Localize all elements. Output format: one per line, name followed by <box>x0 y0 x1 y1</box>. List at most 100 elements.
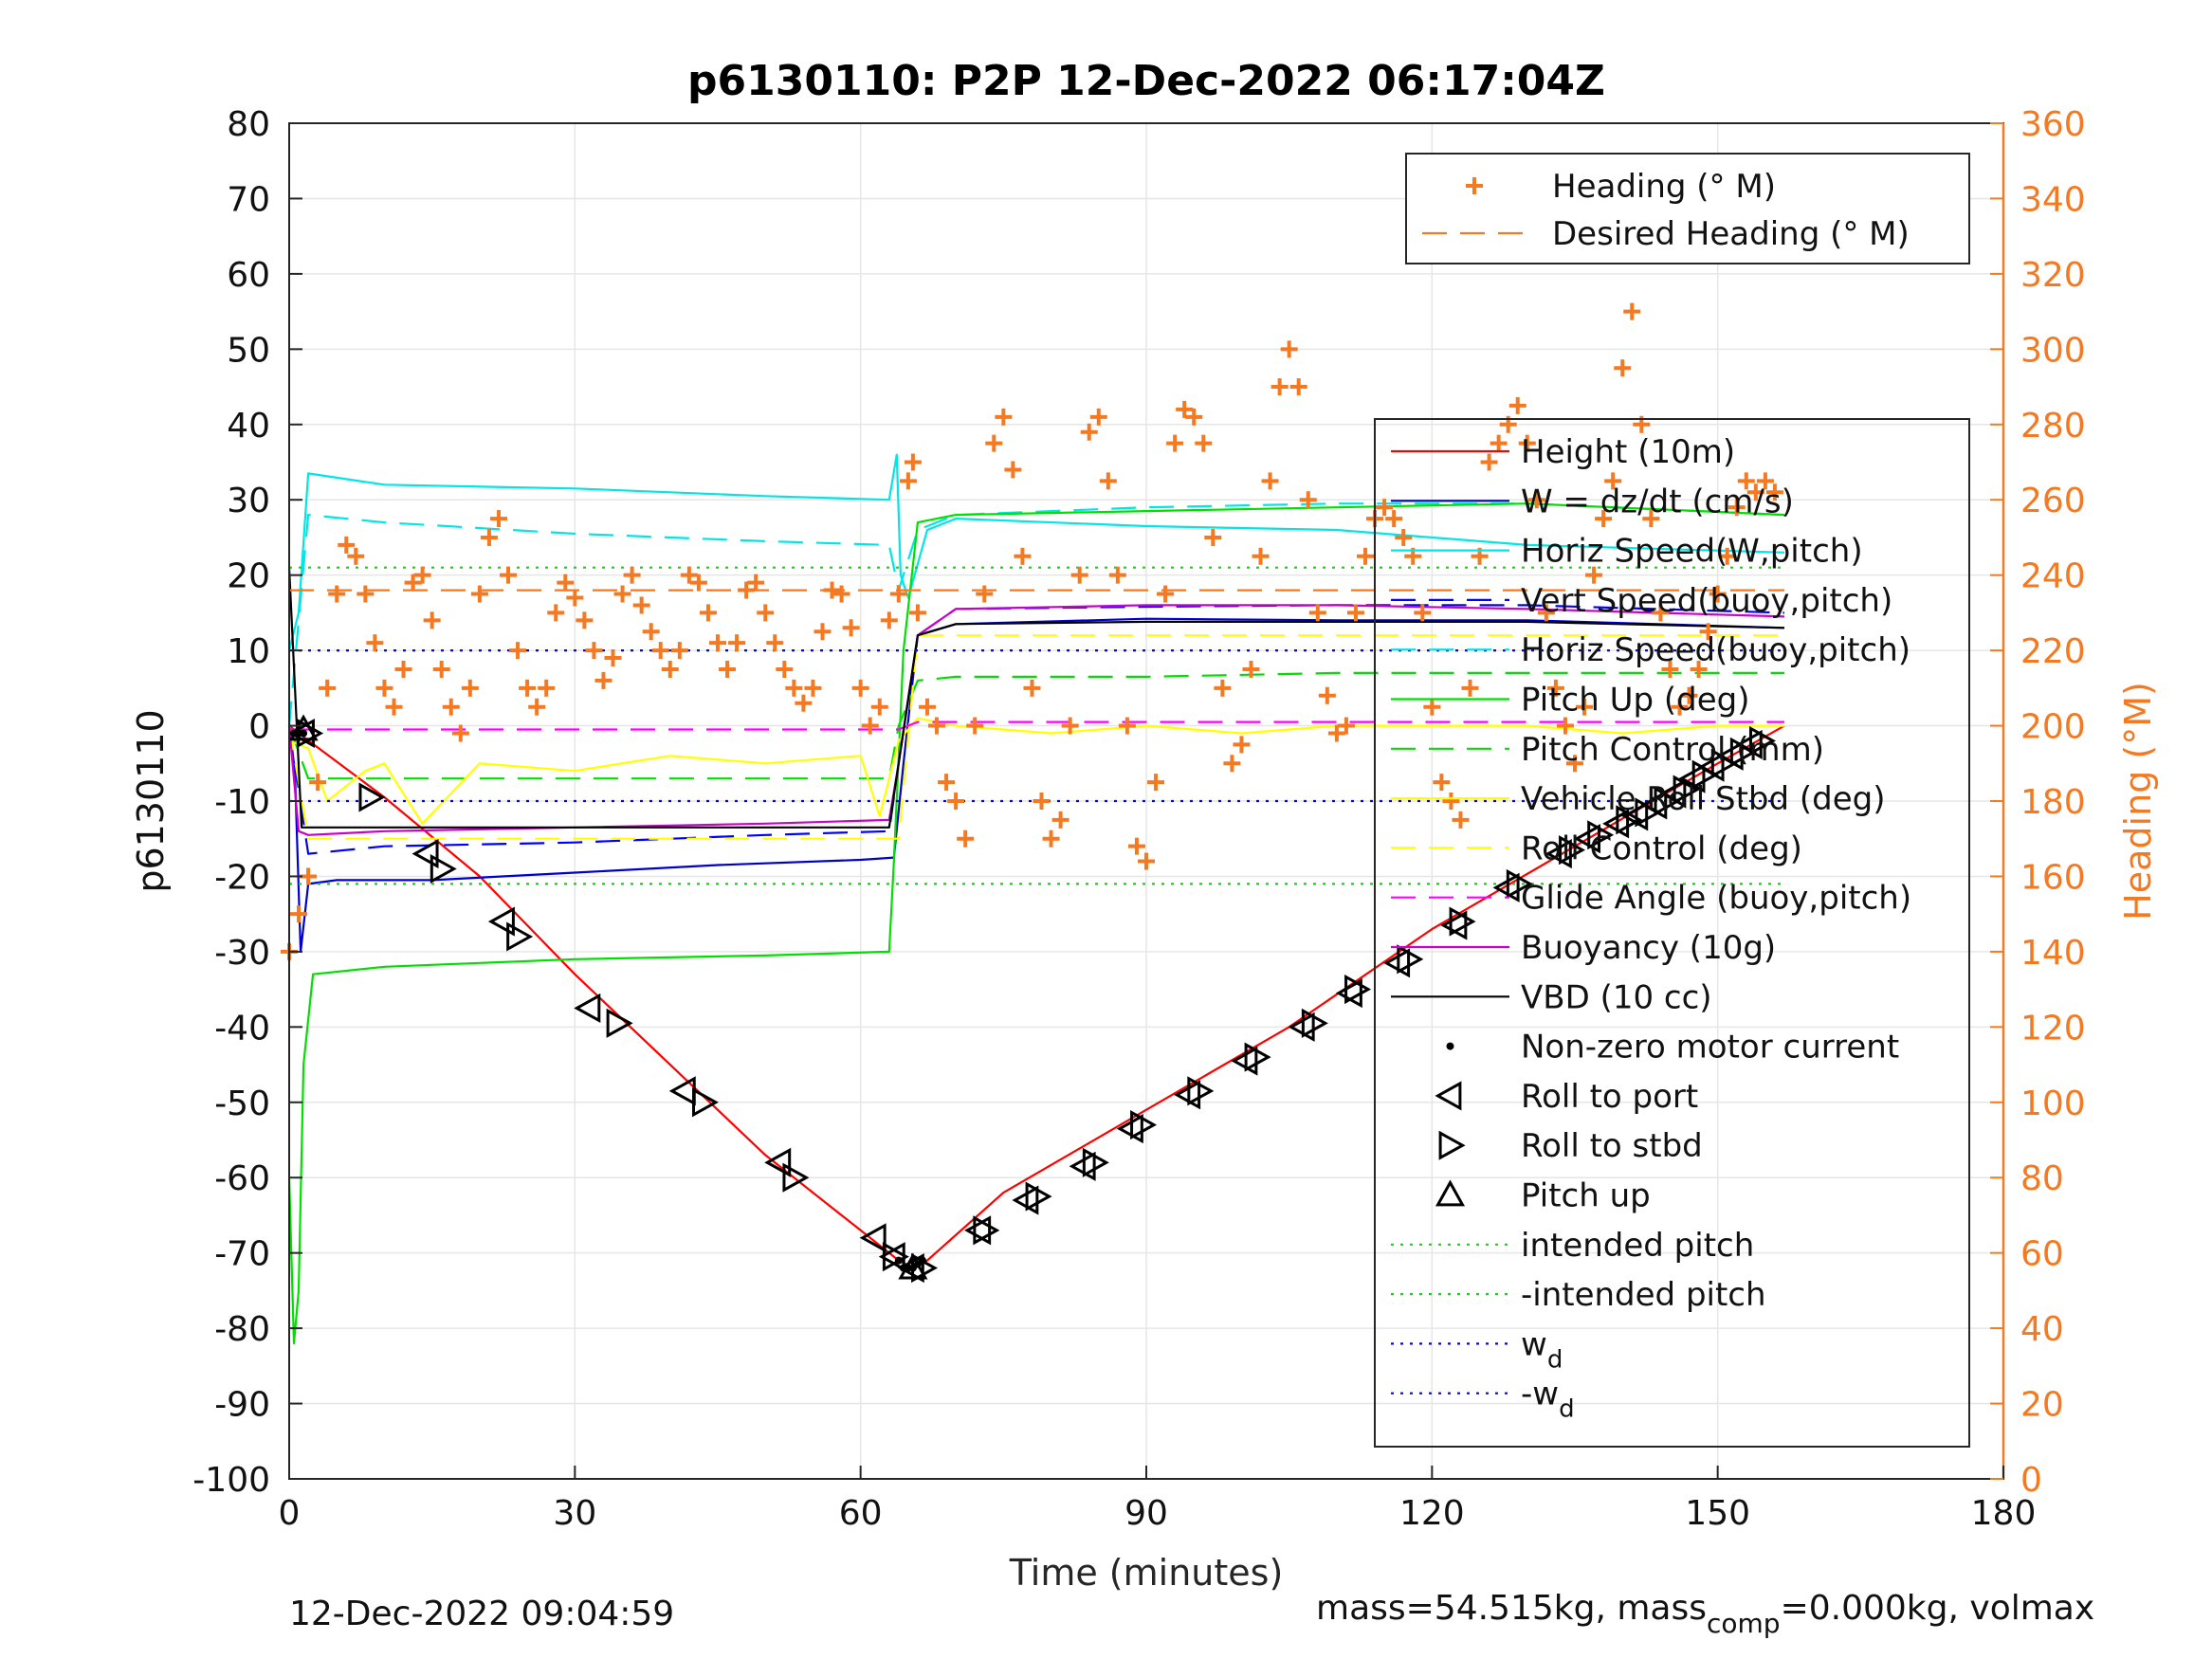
ticks: 0 30 60 90 120 150 18080706050403020100-10-20-… <box>192 105 2085 1533</box>
y-tick-label: 80 <box>227 105 270 144</box>
y-tick-label: 0 <box>248 708 270 747</box>
heading-point <box>1585 566 1603 584</box>
pitch-up-marker <box>898 1252 928 1280</box>
heading-point <box>366 634 384 652</box>
heading-point <box>604 649 622 667</box>
heading-point <box>461 679 479 697</box>
legend-main-entry: Vehicle Roll Stbd (deg) <box>1391 780 1886 818</box>
heading-point <box>557 574 575 592</box>
roll-to-stbd-marker <box>1559 835 1586 866</box>
heading-point <box>319 679 337 697</box>
legend-main-entry: Buoyancy (10g) <box>1391 929 1776 967</box>
roll-to-stbd-marker <box>1587 820 1615 850</box>
x-tick-label: 30 <box>553 1494 596 1533</box>
roll-to-stbd-marker <box>882 1242 909 1272</box>
roll-to-stbd-marker <box>1082 1147 1109 1177</box>
legend-main-entry: Height (10m) <box>1391 433 1735 471</box>
y-tick-label: -40 <box>214 1009 270 1048</box>
legend-label: wd <box>1521 1325 1563 1374</box>
heading-point <box>1289 378 1307 396</box>
heading-point <box>1652 604 1670 622</box>
y-right-tick-label: 240 <box>2020 557 2086 596</box>
heading-point <box>842 619 860 637</box>
heading-point <box>776 660 794 678</box>
legend-main-entry: -intended pitch <box>1391 1276 1766 1314</box>
x-tick-label: 90 <box>1124 1494 1168 1533</box>
heading-point <box>795 694 813 712</box>
legend-main-entry: Pitch up <box>1435 1177 1651 1215</box>
roll-to-stbd-marker <box>1187 1076 1215 1106</box>
legend-label: intended pitch <box>1521 1227 1754 1265</box>
heading-point <box>651 642 669 660</box>
legend-label: Pitch Up (deg) <box>1521 682 1749 720</box>
heading-point <box>480 528 498 546</box>
x-tick-label: 180 <box>1971 1494 2037 1533</box>
heading-point <box>1004 461 1022 479</box>
heading-point <box>804 679 822 697</box>
y-right-tick-label: 120 <box>2020 1009 2086 1048</box>
legend-label: Height (10m) <box>1521 433 1735 471</box>
roll-to-stbd-marker <box>1654 786 1681 816</box>
heading-point <box>394 660 412 678</box>
heading-point <box>823 581 841 599</box>
y-right-tick-label: 40 <box>2020 1310 2064 1349</box>
y-right-tick-label: 140 <box>2020 934 2086 973</box>
legend-main-entry: wd <box>1391 1325 1563 1374</box>
legend-main-entry: -wd <box>1391 1376 1575 1424</box>
heading-point <box>918 698 936 716</box>
legend-main-entry: Glide Angle (buoy,pitch) <box>1391 880 1911 918</box>
y-tick-label: 30 <box>227 482 270 520</box>
heading-point <box>1480 453 1498 471</box>
pitch-up-marker <box>288 714 319 741</box>
heading-point <box>728 634 746 652</box>
roll-to-stbd-marker <box>692 1087 720 1118</box>
heading-point <box>1327 724 1345 742</box>
heading-point <box>451 724 469 742</box>
legend-swatch <box>1446 1042 1454 1050</box>
heading-point <box>995 408 1013 426</box>
heading-point <box>1414 604 1432 622</box>
heading-point <box>509 642 527 660</box>
heading-point <box>1765 483 1783 501</box>
y-tick-label: 20 <box>227 557 270 596</box>
heading-point <box>1442 793 1460 810</box>
heading-point <box>985 434 1003 452</box>
heading-point <box>1195 434 1213 452</box>
y-right-tick-label: 340 <box>2020 180 2086 219</box>
heading-point <box>1395 528 1413 546</box>
heading-point <box>538 679 556 697</box>
x-axis-label: Time (minutes) <box>1009 1552 1284 1594</box>
legend-main-entry: Roll to stbd <box>1438 1127 1703 1165</box>
heading-point <box>1728 499 1746 517</box>
heading-point <box>1280 340 1298 358</box>
heading-point <box>489 510 507 528</box>
legend-main-entry: Non-zero motor current <box>1446 1029 1899 1066</box>
heading-point <box>1042 830 1060 848</box>
roll-to-stbd-marker <box>973 1215 1000 1246</box>
heading-point <box>1508 396 1526 414</box>
heading-point <box>1033 793 1051 810</box>
heading-point <box>947 793 965 810</box>
heading-point <box>1261 472 1279 490</box>
heading-point <box>1166 434 1184 452</box>
legend-label: Non-zero motor current <box>1521 1029 1899 1066</box>
y-tick-label: 70 <box>227 180 270 219</box>
heading-point <box>680 566 698 584</box>
heading-point <box>613 585 631 603</box>
heading-point <box>404 574 422 592</box>
legend-top-entry: Heading (° M) <box>1466 168 1776 206</box>
y-right-tick-label: 200 <box>2020 708 2086 747</box>
y-tick-label: 10 <box>227 632 270 671</box>
legend-label: Roll to port <box>1521 1078 1698 1116</box>
roll-to-stbd-marker <box>1397 944 1424 975</box>
roll-to-stbd-marker <box>782 1162 810 1193</box>
legend-main-entry: W = dz/dt (cm/s) <box>1391 483 1794 520</box>
y-right-tick-label: 160 <box>2020 858 2086 897</box>
y-right-tick-label: 220 <box>2020 632 2086 671</box>
heading-point <box>738 581 756 599</box>
legend-label: Pitch up <box>1521 1177 1651 1215</box>
series-heading-m <box>281 302 1783 960</box>
legend-label: -intended pitch <box>1521 1276 1766 1314</box>
heading-point <box>670 642 688 660</box>
heading-point <box>632 596 650 614</box>
